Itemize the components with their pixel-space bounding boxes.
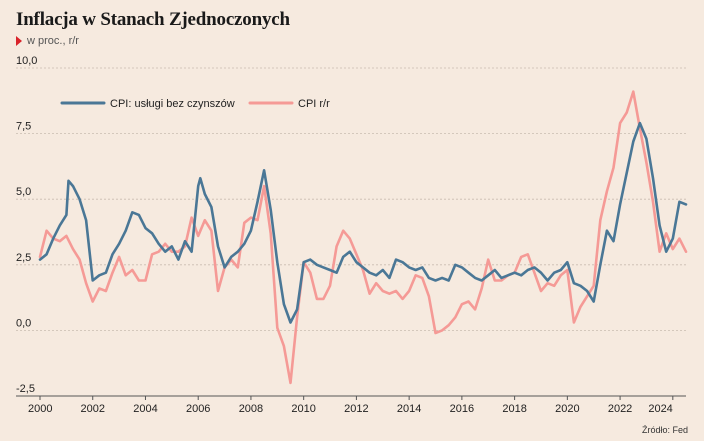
x-tick-label: 2016 [450, 403, 474, 415]
x-tick-label: 2024 [648, 403, 672, 415]
x-tick-label: 2012 [344, 403, 368, 415]
legend-label: CPI: usługi bez czynszów [110, 98, 235, 110]
x-axis-ticks: 2000 2002 2004 2006 2008 2010 2012 2014 2016 2018… [28, 396, 674, 415]
x-tick-label: 2006 [186, 403, 210, 415]
legend-label: CPI r/r [298, 98, 330, 110]
y-tick-label: -2,5 [16, 383, 35, 395]
grid-lines [16, 67, 686, 397]
series-line [38, 121, 688, 324]
x-tick-label: 2008 [239, 403, 263, 415]
triangle-marker-icon [16, 36, 22, 46]
x-tick-label: 2020 [555, 403, 579, 415]
x-tick-label: 2022 [608, 403, 632, 415]
series-line [38, 90, 688, 385]
x-tick-label: 2002 [80, 403, 104, 415]
y-axis-ticks: -2,5 0,0 2,5 5,0 7,5 10,0 [16, 55, 37, 395]
x-tick-label: 2014 [397, 403, 421, 415]
subtitle-text: w proc., r/r [27, 35, 79, 47]
x-tick-label: 2018 [502, 403, 526, 415]
source-note: Źródło: Fed [641, 425, 688, 435]
y-tick-label: 0,0 [16, 317, 31, 329]
chart-title: Inflacja w Stanach Zjednoczonych [16, 9, 290, 30]
x-tick-label: 2010 [291, 403, 315, 415]
x-tick-label: 2004 [133, 403, 157, 415]
y-tick-label: 7,5 [16, 121, 31, 133]
y-tick-label: 10,0 [16, 55, 37, 67]
chart-subtitle: w proc., r/r [16, 35, 79, 47]
legend: CPI: usługi bez czynszów CPI r/r [60, 98, 330, 110]
y-tick-label: 2,5 [16, 252, 31, 264]
series-lines [38, 90, 688, 385]
y-tick-label: 5,0 [16, 186, 31, 198]
x-tick-label: 2000 [28, 403, 52, 415]
